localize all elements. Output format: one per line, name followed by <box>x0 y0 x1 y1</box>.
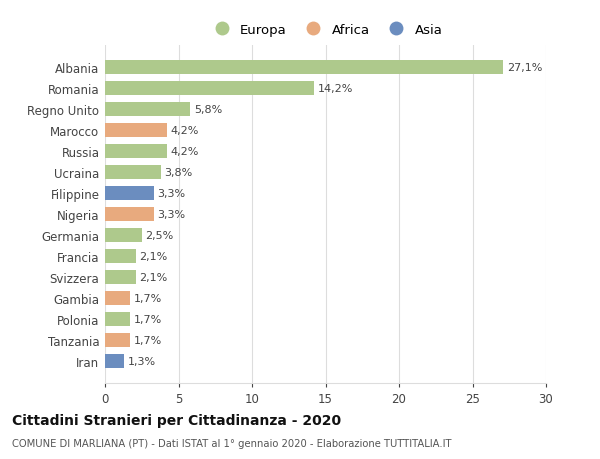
Bar <box>105 145 167 158</box>
Text: Cittadini Stranieri per Cittadinanza - 2020: Cittadini Stranieri per Cittadinanza - 2… <box>12 413 341 427</box>
Bar <box>105 271 136 284</box>
Bar <box>105 82 314 96</box>
Bar <box>105 103 190 117</box>
Text: 2,1%: 2,1% <box>140 272 168 282</box>
Bar <box>105 333 130 347</box>
Text: 2,5%: 2,5% <box>145 230 173 241</box>
Text: 1,3%: 1,3% <box>128 356 156 366</box>
Text: 3,3%: 3,3% <box>157 189 185 199</box>
Text: 5,8%: 5,8% <box>194 105 222 115</box>
Bar <box>105 250 136 263</box>
Text: 1,7%: 1,7% <box>134 293 162 303</box>
Bar <box>105 229 142 242</box>
Bar <box>105 187 154 201</box>
Text: 3,8%: 3,8% <box>164 168 193 178</box>
Text: 4,2%: 4,2% <box>170 126 199 136</box>
Text: 4,2%: 4,2% <box>170 147 199 157</box>
Text: 1,7%: 1,7% <box>134 335 162 345</box>
Bar <box>105 208 154 221</box>
Bar <box>105 61 503 75</box>
Bar <box>105 313 130 326</box>
Text: 3,3%: 3,3% <box>157 210 185 219</box>
Text: 14,2%: 14,2% <box>317 84 353 94</box>
Bar <box>105 166 161 179</box>
Bar <box>105 291 130 305</box>
Text: 1,7%: 1,7% <box>134 314 162 324</box>
Text: 2,1%: 2,1% <box>140 252 168 262</box>
Bar <box>105 124 167 138</box>
Text: COMUNE DI MARLIANA (PT) - Dati ISTAT al 1° gennaio 2020 - Elaborazione TUTTITALI: COMUNE DI MARLIANA (PT) - Dati ISTAT al … <box>12 438 452 448</box>
Bar <box>105 354 124 368</box>
Text: 27,1%: 27,1% <box>507 63 542 73</box>
Legend: Europa, Africa, Asia: Europa, Africa, Asia <box>203 19 448 42</box>
